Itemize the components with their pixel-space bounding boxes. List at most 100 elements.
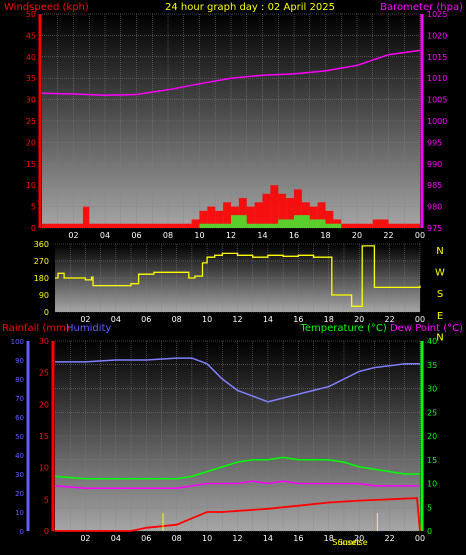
x-tick-label: 16 (293, 315, 303, 324)
windspeed-tick-label: 20 (26, 138, 36, 147)
temperature-tick-label: 20 (427, 432, 437, 441)
direction-tick-label: 0 (44, 308, 49, 317)
windspeed-bar (341, 223, 357, 228)
graph-title: 24 hour graph day : 02 April 2025 (165, 2, 335, 13)
x-tick-label: 18 (324, 534, 334, 543)
x-tick-label: 22 (383, 231, 393, 240)
x-tick-label: 10 (202, 534, 212, 543)
humidity-tick-label: 80 (15, 376, 24, 384)
barometer-tick-label: 980 (427, 203, 442, 212)
temperature-tick-label: 35 (427, 361, 437, 370)
direction-tick-label: 180 (34, 274, 49, 283)
rainfall-tick-label: 25 (39, 369, 49, 378)
windspeed-tick-label: 5 (31, 203, 36, 212)
humidity-tick-label: 70 (15, 395, 24, 403)
humidity-tick-label: 50 (15, 433, 24, 441)
gust-bar (294, 215, 310, 228)
windspeed-bar (238, 198, 247, 228)
windspeed-bar (215, 210, 224, 228)
x-tick-label: 08 (163, 231, 173, 240)
direction-tick-label: 360 (34, 240, 49, 249)
temperature-tick-label: 15 (427, 456, 437, 465)
humidity-tick-label: 90 (15, 357, 24, 365)
x-tick-label: 18 (324, 315, 334, 324)
humidity-tick-label: 30 (15, 471, 24, 479)
windspeed-bar (89, 223, 137, 228)
windspeed-bar (254, 202, 263, 228)
barometer-tick-label: 975 (427, 224, 442, 233)
x-tick-label: 20 (354, 534, 364, 543)
x-tick-label: 12 (232, 534, 242, 543)
barometer-tick-label: 995 (427, 138, 442, 147)
gust-bar (262, 223, 279, 228)
windspeed-bar (388, 223, 405, 228)
humidity-tick-label: 100 (11, 338, 24, 346)
wind-direction-line (55, 245, 421, 307)
barometer-tick-label: 1010 (427, 74, 447, 83)
humidity-line (55, 357, 420, 403)
windspeed-bar (404, 223, 420, 228)
windspeed-bar (191, 219, 200, 228)
x-tick-label: 08 (172, 315, 182, 324)
humidity-tick-label: 10 (15, 509, 24, 517)
barometer-tick-label: 1005 (427, 96, 447, 105)
barometer-tick-label: 1015 (427, 53, 447, 62)
gust-bar (309, 219, 326, 228)
rainfall-tick-label: 10 (39, 464, 49, 473)
x-tick-label: 04 (111, 534, 121, 543)
temperature-label: Temperature (°C) (299, 323, 390, 334)
x-tick-label: 14 (263, 534, 273, 543)
windspeed-bar (372, 219, 389, 228)
barometer-tick-label: 990 (427, 160, 442, 169)
barometer-tick-label: 1020 (427, 31, 447, 40)
sunset-label: Sunset (332, 538, 359, 547)
compass-label: W (435, 268, 445, 279)
x-tick-label: 06 (141, 534, 151, 543)
compass-label: S (437, 289, 443, 300)
windspeed-bar (42, 223, 74, 228)
x-tick-label: 10 (202, 315, 212, 324)
windspeed-bar (286, 198, 294, 228)
rainfall-tick-label: 0 (44, 527, 49, 536)
x-tick-label: 02 (68, 231, 78, 240)
x-tick-label: 16 (293, 534, 303, 543)
gust-bar (231, 215, 247, 228)
windspeed-bar (246, 206, 255, 228)
windspeed-tick-label: 25 (26, 117, 36, 126)
humidity-tick-label: 60 (15, 414, 24, 422)
dewpoint-label: Dew Point (°C) (390, 323, 463, 334)
windspeed-bar (223, 202, 231, 228)
windspeed-bar (136, 223, 184, 228)
compass-label: E (437, 311, 443, 322)
windspeed-tick-label: 0 (31, 224, 36, 233)
x-tick-label: 04 (100, 231, 110, 240)
windspeed-bar (270, 185, 279, 228)
barometer-line (41, 49, 421, 97)
direction-tick-label: 90 (39, 291, 49, 300)
barometer-tick-label: 985 (427, 181, 442, 190)
x-tick-label: 06 (141, 315, 151, 324)
windspeed-bar (207, 206, 216, 228)
x-tick-label: 20 (354, 315, 364, 324)
x-tick-label: 00 (415, 231, 425, 240)
x-tick-label: 20 (352, 231, 362, 240)
temperature-tick-label: 25 (427, 408, 437, 417)
windspeed-bar (325, 210, 334, 228)
x-tick-label: 10 (194, 231, 204, 240)
temperature-tick-label: 0 (427, 527, 432, 536)
windspeed-bar (183, 223, 192, 228)
x-tick-label: 00 (415, 315, 425, 324)
temperature-tick-label: 5 (427, 503, 432, 512)
x-tick-label: 06 (131, 231, 141, 240)
compass-label: N (436, 246, 443, 257)
windspeed-tick-label: 45 (26, 31, 36, 40)
windspeed-bar (357, 223, 373, 228)
x-tick-label: 02 (80, 315, 90, 324)
x-tick-label: 14 (257, 231, 267, 240)
x-tick-label: 02 (80, 534, 90, 543)
humidity-axis-title: Humidity (66, 323, 111, 334)
rainfall-line (55, 497, 421, 532)
temperature-tick-label: 40 (427, 337, 437, 346)
windspeed-title: Windspeed (kph) (4, 2, 89, 13)
